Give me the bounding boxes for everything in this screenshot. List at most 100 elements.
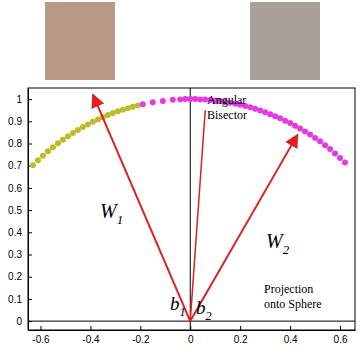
tick-label: 0.6 bbox=[8, 183, 22, 194]
tick-mark bbox=[28, 99, 32, 100]
point bbox=[45, 148, 51, 154]
tick-label: 0.4 bbox=[8, 227, 22, 238]
x-axis: -0.6 -0.4 -0.2 0 0.2 0.4 0.6 bbox=[29, 326, 356, 345]
tick-label: 0 bbox=[188, 334, 194, 345]
label-subscript: 1 bbox=[180, 305, 186, 319]
tick: 0.7 bbox=[8, 160, 32, 171]
tick-mark bbox=[140, 326, 141, 330]
tick-mark bbox=[340, 326, 341, 330]
tick-mark bbox=[90, 326, 91, 330]
bisector-label: AngularBisector bbox=[207, 93, 247, 122]
point bbox=[140, 101, 146, 107]
plot-frame bbox=[28, 88, 355, 330]
label-main: b bbox=[196, 297, 206, 318]
tick-mark bbox=[28, 277, 32, 278]
tick: 0.2 bbox=[8, 271, 32, 282]
chart: -0.6 -0.4 -0.2 0 0.2 0.4 0.6 0 0.1 0.2 0.3 0.4 0.5 0.… bbox=[0, 0, 361, 359]
point bbox=[65, 133, 71, 139]
tick: 0.6 bbox=[8, 183, 32, 194]
label-subscript: 1 bbox=[117, 212, 124, 227]
tick: 0.1 bbox=[8, 294, 32, 305]
tick-label: 0 bbox=[16, 316, 22, 327]
point bbox=[327, 146, 333, 152]
vector-label: W1 bbox=[100, 200, 123, 227]
tick-label: 0.8 bbox=[8, 138, 22, 149]
tick: -0.2 bbox=[132, 326, 150, 345]
tick-mark bbox=[28, 188, 32, 189]
tick: 0.9 bbox=[8, 116, 32, 127]
point bbox=[170, 97, 176, 103]
photo bbox=[45, 2, 115, 80]
tick-mark bbox=[28, 255, 32, 256]
tick-label: -0.6 bbox=[32, 334, 50, 345]
plot-area bbox=[28, 88, 355, 330]
tick-mark bbox=[28, 210, 32, 211]
bisector bbox=[190, 110, 205, 321]
y-axis: 0 0.1 0.2 0.3 0.4 0.5 0.6 0.7 0.8 0.9 1 bbox=[8, 89, 32, 331]
tick-mark bbox=[28, 299, 32, 300]
tick: 0.4 bbox=[8, 227, 32, 238]
tick-label: 0.7 bbox=[8, 160, 22, 171]
tick-mark bbox=[28, 232, 32, 233]
photo bbox=[250, 2, 320, 80]
tick-label: 0.3 bbox=[8, 249, 22, 260]
tick-mark bbox=[28, 144, 32, 145]
series bbox=[30, 103, 141, 169]
point bbox=[337, 155, 343, 161]
tick-label: -0.2 bbox=[132, 334, 150, 345]
tick-label: 0.4 bbox=[284, 334, 298, 345]
tick-mark bbox=[240, 326, 241, 330]
tick: 0 bbox=[188, 326, 194, 345]
axis-line bbox=[28, 89, 29, 331]
tick-mark bbox=[28, 121, 32, 122]
tick: 0.3 bbox=[8, 249, 32, 260]
bisector-label-line: Bisector bbox=[207, 108, 247, 122]
tick: 0.5 bbox=[8, 205, 32, 216]
point bbox=[35, 157, 41, 163]
label-main: b bbox=[170, 293, 180, 314]
point bbox=[55, 140, 61, 146]
vector-label: W2 bbox=[266, 230, 290, 257]
point bbox=[60, 137, 66, 143]
point bbox=[312, 135, 318, 141]
point bbox=[332, 150, 338, 156]
point bbox=[317, 138, 323, 144]
tick-mark bbox=[290, 326, 291, 330]
tick-mark bbox=[40, 326, 41, 330]
point bbox=[150, 99, 156, 105]
tick: 0.2 bbox=[234, 326, 248, 345]
tick-label: 1 bbox=[16, 94, 22, 105]
point bbox=[160, 98, 166, 104]
annotation-line: onto Sphere bbox=[264, 297, 322, 311]
tick-label: 0.1 bbox=[8, 294, 22, 305]
point bbox=[130, 104, 136, 110]
tick-label: 0.5 bbox=[8, 205, 22, 216]
point bbox=[70, 130, 76, 136]
point bbox=[297, 125, 303, 131]
tick-label: 0.6 bbox=[334, 334, 348, 345]
tick: 0.4 bbox=[284, 326, 298, 345]
axis-line bbox=[29, 330, 356, 331]
tick-label: 0.2 bbox=[8, 271, 22, 282]
annotation: Projectiononto Sphere bbox=[264, 282, 322, 311]
tick: -0.4 bbox=[82, 326, 100, 345]
point bbox=[50, 144, 56, 150]
bisector-label-line: Angular bbox=[207, 93, 246, 107]
point bbox=[302, 129, 308, 135]
zero-line bbox=[190, 88, 191, 330]
point bbox=[342, 160, 348, 166]
point bbox=[40, 153, 46, 159]
label-subscript: 2 bbox=[283, 242, 290, 257]
annotation-line: Projection bbox=[264, 282, 313, 296]
point bbox=[307, 132, 313, 138]
point bbox=[322, 142, 328, 148]
tick-label: -0.4 bbox=[82, 334, 100, 345]
tick: 0.6 bbox=[334, 326, 348, 345]
tick-label: 0.2 bbox=[234, 334, 248, 345]
label-subscript: 2 bbox=[206, 309, 212, 323]
point bbox=[30, 162, 36, 168]
tick: -0.6 bbox=[32, 326, 50, 345]
tick: 0.8 bbox=[8, 138, 32, 149]
tick: 1 bbox=[16, 94, 32, 105]
vector-label: b1 bbox=[170, 293, 186, 319]
